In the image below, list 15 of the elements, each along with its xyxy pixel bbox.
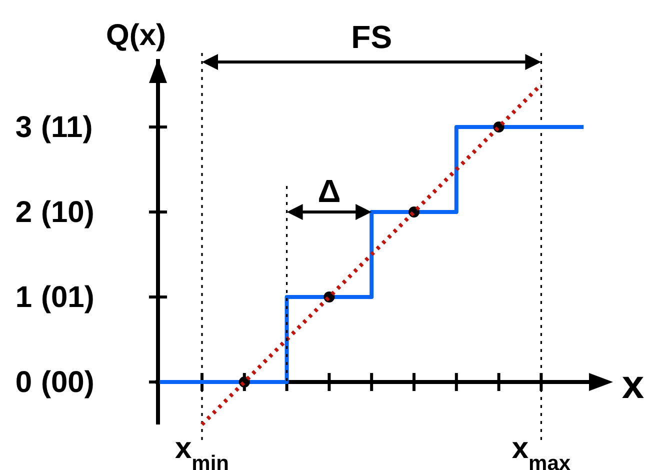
x-tick-label: x$_{max}$ [512, 432, 571, 470]
y-tick-label: 3 [15, 110, 32, 144]
x-axis-title: x [622, 363, 644, 407]
y-tick-label: 1 [15, 280, 32, 314]
x-tick-label: x$_{min}$ [174, 432, 230, 470]
text: (01) [41, 280, 94, 314]
y-tick-label: 0 [15, 366, 32, 398]
text: (10) [41, 196, 94, 228]
text: FS [351, 19, 392, 55]
text: (11) [41, 110, 93, 144]
y-axis-title: Q(x) [106, 19, 166, 52]
annotation: Δ [318, 173, 341, 209]
y-tick-label: 2 [15, 196, 32, 228]
text: (00) [41, 366, 94, 398]
line-series [200, 82, 544, 426]
